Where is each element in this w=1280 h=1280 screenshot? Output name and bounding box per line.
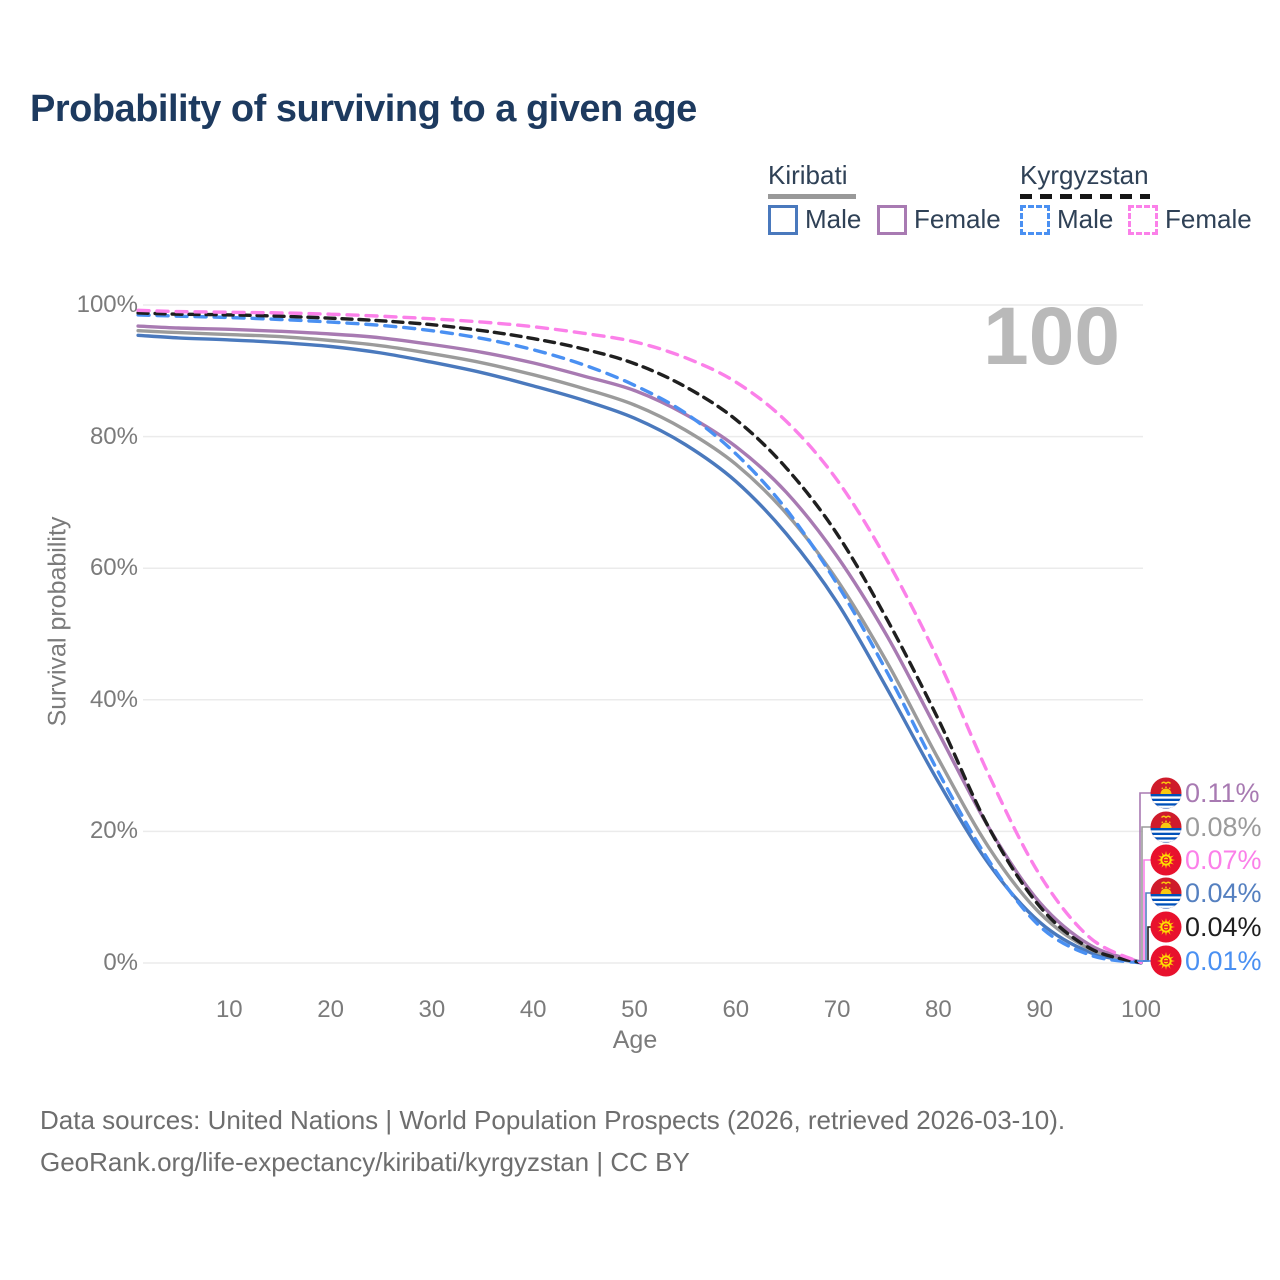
x-tick-label: 70 — [823, 996, 851, 1023]
y-tick-label: 0% — [103, 949, 138, 976]
y-tick-label: 100% — [76, 291, 138, 318]
end-label-kiribati-male[interactable]: 0.04% — [1150, 876, 1262, 910]
kiribati-flag-icon — [1150, 877, 1182, 909]
kyrgyzstan-female-label: Female — [1165, 204, 1252, 234]
x-tick-label: 10 — [215, 996, 243, 1023]
kiribati-male-label: Male — [805, 204, 862, 234]
curve-kiribati-all[interactable] — [136, 329, 1143, 965]
kiribati-flag-icon — [1150, 777, 1182, 809]
end-label-kiribati-female[interactable]: 0.11% — [1150, 776, 1260, 810]
x-tick-label: 90 — [1026, 996, 1054, 1023]
legend-country-kiribati[interactable]: Kiribati — [768, 160, 848, 190]
x-tick-label: 100 — [1120, 996, 1162, 1023]
curve-kyrgyzstan-male[interactable] — [136, 313, 1143, 965]
x-tick-label: 20 — [317, 996, 344, 1023]
y-tick-label: 80% — [89, 422, 138, 450]
curve-kyrgyzstan-female[interactable] — [136, 308, 1143, 965]
data-source-line2[interactable]: GeoRank.org/life-expectancy/kiribati/kyr… — [40, 1147, 690, 1177]
age-watermark: 100 — [983, 291, 1120, 382]
kiribati-total-line-swatch — [768, 194, 856, 199]
x-tick-label: 30 — [418, 996, 446, 1023]
legend-kiribati: Kiribati — [768, 160, 856, 199]
legend-country-kyrgyzstan[interactable]: Kyrgyzstan — [1020, 160, 1149, 190]
kyrgyzstan-male-label: Male — [1057, 204, 1114, 234]
end-label-value: 0.04% — [1185, 877, 1262, 908]
legend-kiribati-male[interactable]: Male — [768, 204, 861, 235]
x-axis-title: Age — [612, 1026, 658, 1054]
end-label-value: 0.07% — [1185, 844, 1262, 875]
end-label-value: 0.04% — [1185, 911, 1262, 942]
end-label-value: 0.08% — [1185, 811, 1262, 842]
kiribati-flag-icon — [1150, 811, 1182, 843]
curve-kiribati-male[interactable] — [136, 333, 1143, 965]
curve-kiribati-female[interactable] — [136, 324, 1143, 964]
x-tick-label: 40 — [519, 996, 547, 1023]
data-source-line1: Data sources: United Nations | World Pop… — [40, 1105, 1066, 1135]
kiribati-male-swatch — [768, 204, 798, 235]
kyrgyzstan-total-line-swatch — [1020, 194, 1150, 199]
kiribati-female-label: Female — [914, 204, 1001, 234]
end-label-kyrgyzstan-female[interactable]: 0.07% — [1150, 843, 1262, 877]
legend-kyrgyzstan: Kyrgyzstan — [1020, 160, 1150, 199]
end-label-kyrgyzstan-male[interactable]: 0.01% — [1150, 944, 1262, 978]
legend-kyrgyzstan-male[interactable]: Male — [1020, 204, 1113, 235]
x-tick-label: 80 — [925, 996, 952, 1023]
end-label-kiribati-both-sexes[interactable]: 0.08% — [1150, 810, 1262, 844]
y-tick-label: 20% — [89, 817, 138, 845]
kyrgyzstan-female-swatch — [1128, 204, 1158, 235]
end-label-value: 0.11% — [1185, 777, 1260, 808]
end-label-value: 0.01% — [1185, 945, 1262, 976]
y-tick-label: 60% — [89, 554, 138, 582]
x-tick-label: 50 — [621, 996, 648, 1023]
legend-kiribati-female[interactable]: Female — [877, 204, 1001, 235]
kiribati-female-swatch — [877, 204, 907, 235]
y-tick-label: 40% — [89, 685, 138, 713]
plot-area[interactable] — [143, 305, 1143, 963]
page-title: Probability of surviving to a given age — [30, 88, 697, 130]
curve-kyrgyzstan-all[interactable] — [136, 311, 1143, 965]
kyrgyzstan-male-swatch — [1020, 204, 1050, 235]
kyrgyzstan-flag-icon — [1150, 945, 1182, 977]
end-label-kyrgyzstan-both-sexes[interactable]: 0.04% — [1150, 910, 1262, 944]
x-tick-label: 60 — [722, 996, 750, 1023]
legend-kyrgyzstan-female[interactable]: Female — [1128, 204, 1252, 235]
kyrgyzstan-flag-icon — [1150, 844, 1182, 876]
kyrgyzstan-flag-icon — [1150, 911, 1182, 943]
